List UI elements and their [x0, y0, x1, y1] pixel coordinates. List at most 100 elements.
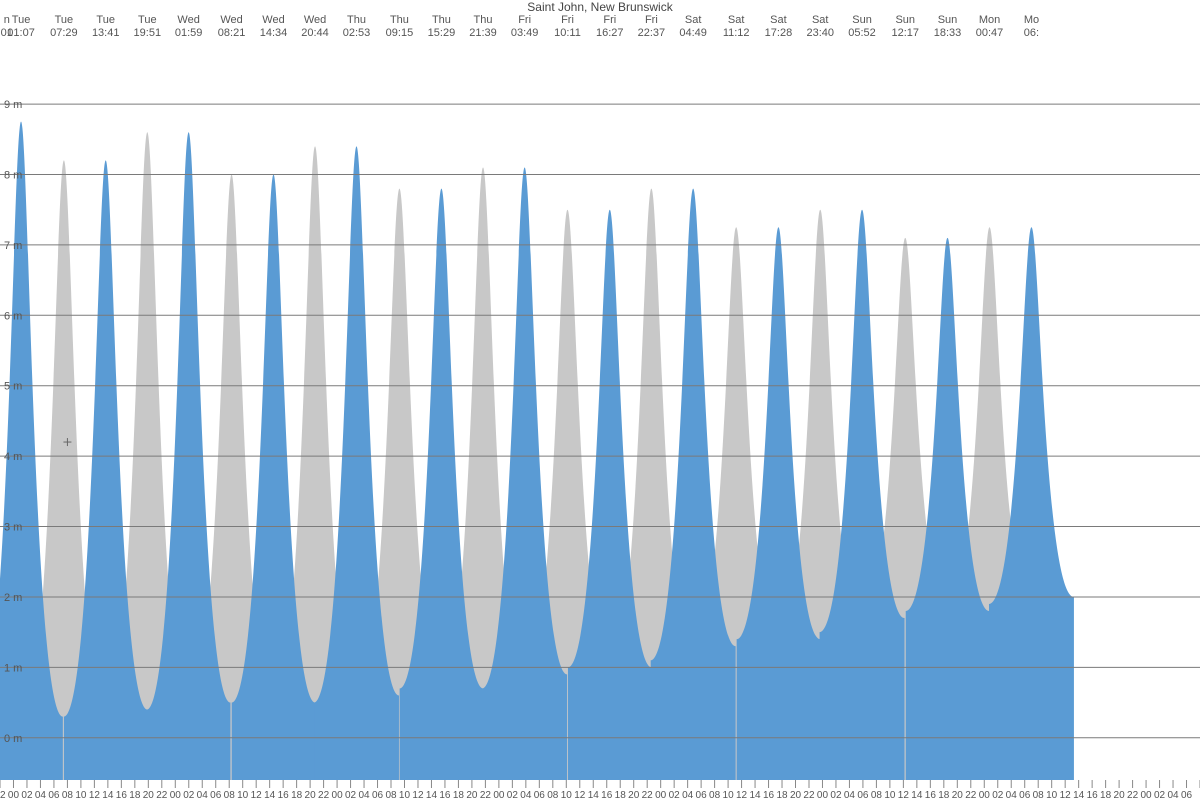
- x-tick-label: 04: [358, 790, 370, 800]
- x-tick-label: 18: [615, 790, 627, 800]
- x-tick-label: 12: [736, 790, 748, 800]
- x-tick-label: 10: [399, 790, 411, 800]
- x-tick-label: 20: [1114, 790, 1126, 800]
- x-tick-label: 12: [1060, 790, 1072, 800]
- x-tick-label: 22: [0, 790, 6, 800]
- x-tick-label: 22: [965, 790, 977, 800]
- x-tick-label: 06: [48, 790, 60, 800]
- x-tick-label: 20: [628, 790, 640, 800]
- x-tick-label: 06: [696, 790, 708, 800]
- x-tick-label: 02: [669, 790, 681, 800]
- x-tick-label: 00: [1141, 790, 1153, 800]
- x-tick-label: 08: [709, 790, 721, 800]
- x-tick-label: 12: [251, 790, 263, 800]
- x-tick-label: 04: [1006, 790, 1018, 800]
- x-tick-label: 04: [520, 790, 532, 800]
- x-tick-label: 12: [898, 790, 910, 800]
- x-tick-label: 04: [844, 790, 856, 800]
- y-tick-label: 5 m: [4, 381, 22, 393]
- x-tick-label: 16: [601, 790, 613, 800]
- x-tick-label: 10: [723, 790, 735, 800]
- x-tick-label: 12: [574, 790, 586, 800]
- x-ticks: [0, 780, 1200, 788]
- x-tick-label: 02: [507, 790, 519, 800]
- x-tick-label: 10: [75, 790, 87, 800]
- x-tick-label: 02: [345, 790, 357, 800]
- x-tick-label: 18: [1100, 790, 1112, 800]
- x-tick-label: 22: [480, 790, 492, 800]
- x-tick-label: 18: [129, 790, 141, 800]
- x-tick-label: 12: [412, 790, 424, 800]
- x-tick-label: 08: [224, 790, 236, 800]
- y-tick-label: 3 m: [4, 522, 22, 534]
- x-tick-label: 10: [1046, 790, 1058, 800]
- x-tick-label: 06: [857, 790, 869, 800]
- x-tick-label: 20: [790, 790, 802, 800]
- x-tick-label: 04: [1167, 790, 1179, 800]
- x-tick-label: 18: [938, 790, 950, 800]
- y-tick-label: 4 m: [4, 451, 22, 463]
- y-tick-label: 0 m: [4, 733, 22, 745]
- x-tick-label: 20: [305, 790, 317, 800]
- x-tick-label: 18: [291, 790, 303, 800]
- x-tick-label: 16: [1087, 790, 1099, 800]
- x-tick-label: 16: [763, 790, 775, 800]
- x-tick-label: 16: [925, 790, 937, 800]
- x-tick-label: 06: [210, 790, 222, 800]
- x-tick-label: 20: [466, 790, 478, 800]
- x-tick-label: 04: [35, 790, 47, 800]
- x-tick-label: 08: [871, 790, 883, 800]
- x-tick-label: 08: [62, 790, 74, 800]
- x-tick-label: 00: [493, 790, 505, 800]
- x-tick-label: 22: [156, 790, 168, 800]
- x-tick-label: 22: [803, 790, 815, 800]
- x-tick-label: 14: [426, 790, 438, 800]
- y-tick-label: 6 m: [4, 310, 22, 322]
- x-tick-label: 02: [992, 790, 1004, 800]
- tide-chart: 0 m1 m2 m3 m4 m5 m6 m7 m8 m9 m2200020406…: [0, 0, 1200, 800]
- x-tick-label: 04: [197, 790, 209, 800]
- x-tick-label: 08: [385, 790, 397, 800]
- y-tick-label: 9 m: [4, 99, 22, 111]
- x-tick-label: 00: [8, 790, 20, 800]
- x-tick-label: 06: [372, 790, 384, 800]
- x-tick-label: 00: [979, 790, 991, 800]
- x-tick-label: 00: [170, 790, 182, 800]
- x-tick-label: 14: [102, 790, 114, 800]
- x-tick-label: 18: [776, 790, 788, 800]
- x-tick-label: 14: [264, 790, 276, 800]
- x-tick-label: 06: [534, 790, 546, 800]
- x-tick-label: 22: [642, 790, 654, 800]
- x-tick-label: 14: [1073, 790, 1085, 800]
- x-tick-label: 08: [1033, 790, 1045, 800]
- x-tick-label: 00: [655, 790, 667, 800]
- y-tick-label: 2 m: [4, 592, 22, 604]
- y-tick-label: 1 m: [4, 662, 22, 674]
- x-tick-label: 00: [817, 790, 829, 800]
- y-tick-label: 7 m: [4, 240, 22, 252]
- x-tick-label: 06: [1019, 790, 1031, 800]
- x-tick-label: 16: [116, 790, 128, 800]
- x-tick-label: 00: [332, 790, 344, 800]
- x-tick-label: 20: [952, 790, 964, 800]
- x-tick-label: 04: [682, 790, 694, 800]
- x-tick-label: 08: [547, 790, 559, 800]
- x-tick-label: 12: [89, 790, 101, 800]
- x-tick-label: 10: [884, 790, 896, 800]
- x-tick-label: 02: [183, 790, 195, 800]
- x-tick-label: 02: [21, 790, 33, 800]
- x-tick-label: 10: [237, 790, 249, 800]
- x-tick-label: 20: [143, 790, 155, 800]
- x-tick-label: 14: [911, 790, 923, 800]
- x-tick-label: 02: [1154, 790, 1166, 800]
- x-tick-label: 16: [278, 790, 290, 800]
- x-tick-label: 16: [439, 790, 451, 800]
- x-tick-label: 14: [749, 790, 761, 800]
- x-tick-label: 02: [830, 790, 842, 800]
- tide-peaks: [0, 122, 1074, 780]
- y-tick-label: 8 m: [4, 169, 22, 181]
- x-tick-label: 10: [561, 790, 573, 800]
- x-tick-label: 06: [1181, 790, 1193, 800]
- x-tick-label: 22: [1127, 790, 1139, 800]
- x-tick-label: 14: [588, 790, 600, 800]
